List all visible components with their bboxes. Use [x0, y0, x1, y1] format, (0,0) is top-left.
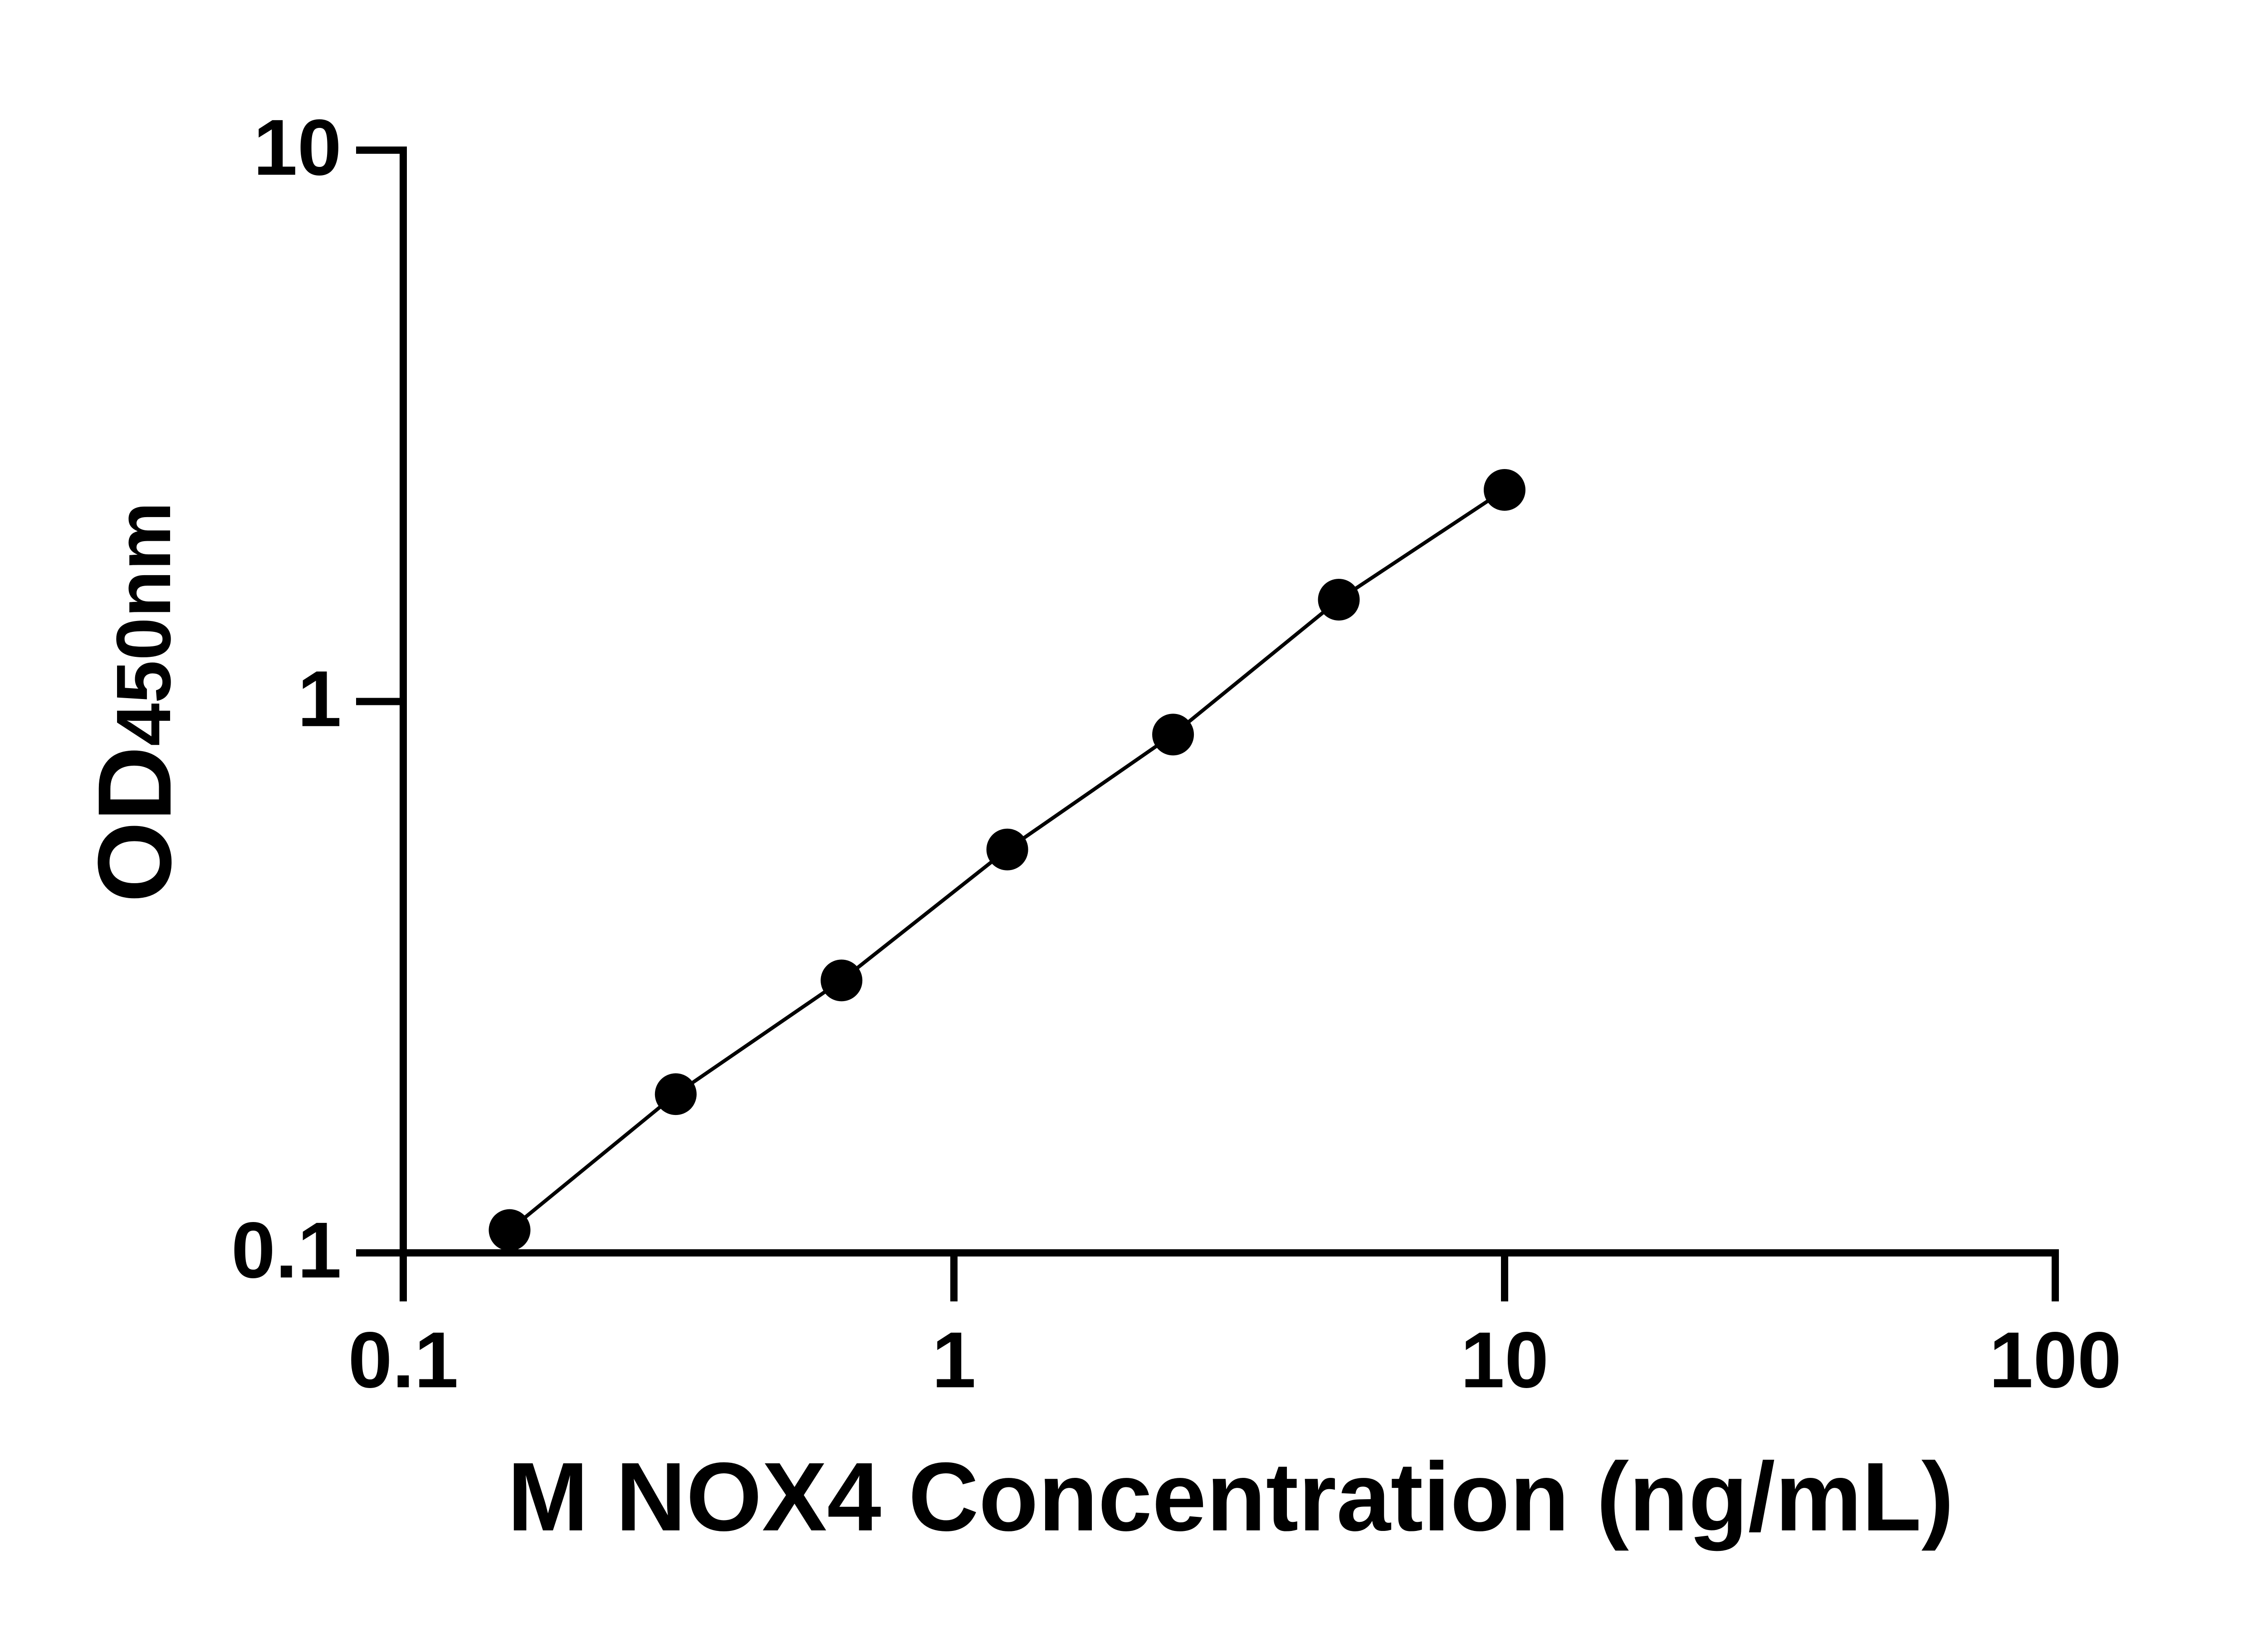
data-point	[655, 1073, 697, 1115]
data-point	[1484, 469, 1525, 511]
data-point	[821, 959, 863, 1002]
y-tick-label: 1	[298, 655, 342, 743]
data-point	[489, 1209, 531, 1251]
data-point	[1152, 714, 1194, 756]
x-tick-label: 0.1	[348, 1316, 458, 1404]
y-axis-title: OD450nm	[76, 502, 193, 903]
y-tick-label: 0.1	[231, 1206, 342, 1295]
data-point	[986, 828, 1028, 870]
x-tick-label: 10	[1461, 1316, 1549, 1404]
data-point	[1318, 579, 1360, 621]
y-axis-title-subscript: 450nm	[101, 502, 187, 746]
y-tick-label: 10	[253, 103, 342, 192]
y-axis-title-main: OD	[76, 746, 193, 903]
x-axis-title: M NOX4 Concentration (ng/mL)	[507, 1442, 1954, 1551]
x-tick-label: 1	[932, 1316, 976, 1404]
x-tick-label: 100	[1989, 1316, 2121, 1404]
